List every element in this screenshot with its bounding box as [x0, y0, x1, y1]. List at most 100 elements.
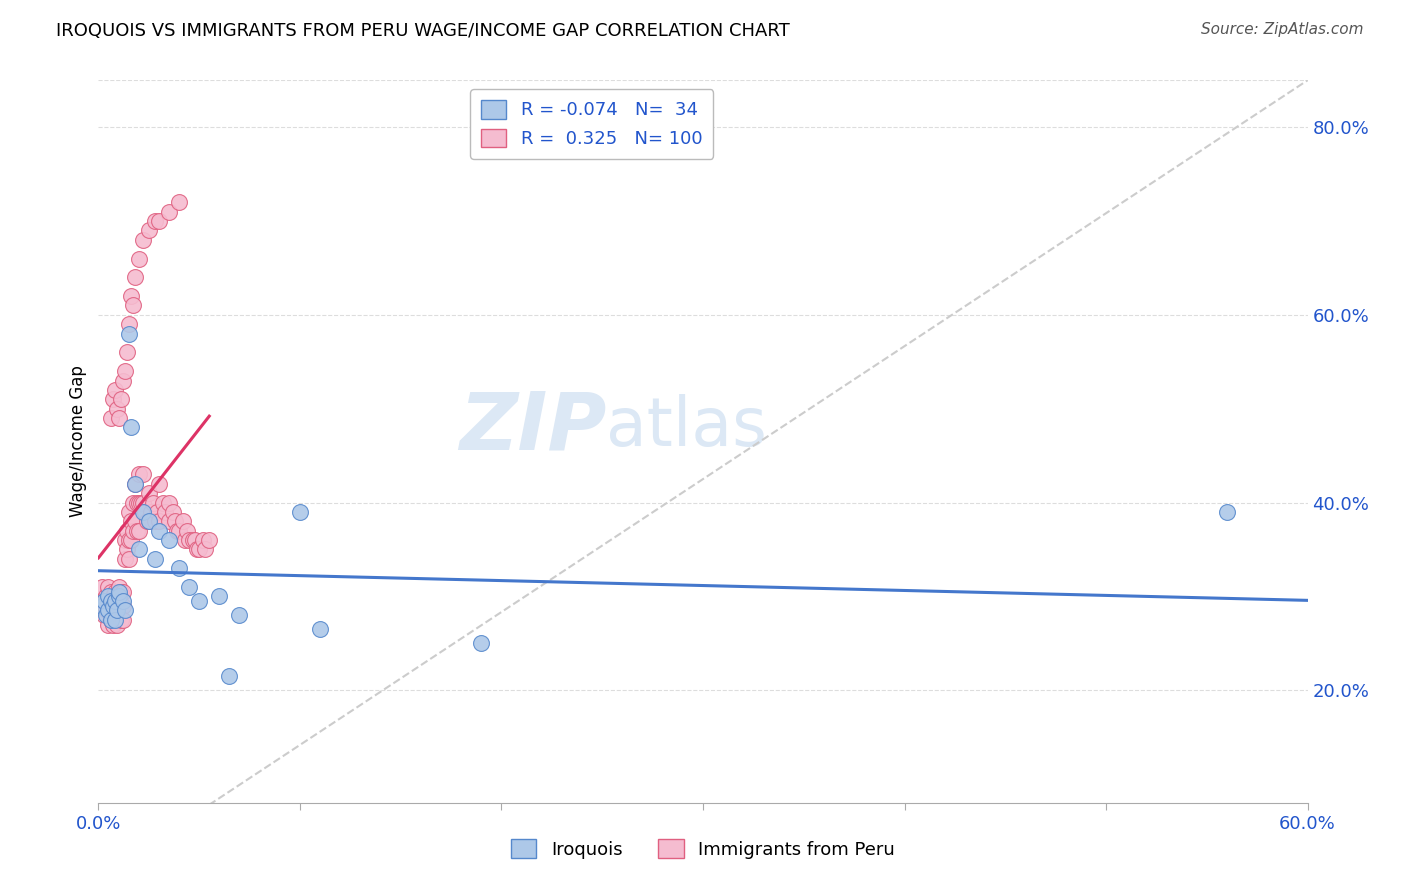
Point	[103, 383, 125, 397]
Point	[107, 411, 129, 425]
Point	[91, 599, 114, 613]
Point	[138, 514, 160, 528]
Point	[162, 505, 184, 519]
Point	[128, 467, 150, 482]
Point	[309, 622, 332, 636]
Point	[97, 590, 120, 604]
Point	[181, 533, 204, 547]
Point	[148, 514, 170, 528]
Point	[96, 608, 118, 623]
Point	[105, 617, 128, 632]
Point	[121, 495, 143, 509]
Legend: Iroquois, Immigrants from Peru: Iroquois, Immigrants from Peru	[503, 832, 903, 866]
Point	[105, 603, 128, 617]
Point	[121, 298, 143, 312]
Point	[96, 603, 118, 617]
Point	[188, 594, 211, 608]
Point	[111, 613, 134, 627]
Point	[167, 561, 190, 575]
Point	[100, 594, 122, 608]
Point	[124, 476, 146, 491]
Point	[101, 603, 124, 617]
Point	[93, 594, 115, 608]
Point	[100, 584, 122, 599]
Point	[105, 603, 128, 617]
Point	[100, 613, 122, 627]
Point	[188, 542, 211, 557]
Point	[124, 270, 146, 285]
Point	[120, 420, 142, 434]
Point	[103, 613, 125, 627]
Point	[143, 514, 166, 528]
Point	[148, 476, 170, 491]
Point	[132, 467, 155, 482]
Point	[103, 599, 125, 613]
Point	[124, 476, 146, 491]
Point	[146, 505, 169, 519]
Point	[193, 533, 215, 547]
Point	[114, 551, 136, 566]
Point	[115, 524, 138, 538]
Point	[167, 524, 190, 538]
Point	[97, 603, 120, 617]
Point	[186, 542, 208, 557]
Point	[142, 495, 165, 509]
Point	[1216, 505, 1239, 519]
Point	[470, 636, 492, 650]
Point	[100, 411, 122, 425]
Point	[111, 374, 134, 388]
Point	[153, 505, 176, 519]
Point	[110, 613, 132, 627]
Point	[157, 533, 180, 547]
Point	[172, 514, 194, 528]
Point	[107, 590, 129, 604]
Point	[120, 289, 142, 303]
Point	[118, 551, 141, 566]
Point	[101, 392, 124, 407]
Text: Source: ZipAtlas.com: Source: ZipAtlas.com	[1201, 22, 1364, 37]
Point	[110, 584, 132, 599]
Point	[135, 514, 157, 528]
Point	[128, 252, 150, 266]
Point	[138, 223, 160, 237]
Point	[97, 617, 120, 632]
Point	[148, 524, 170, 538]
Point	[176, 524, 198, 538]
Point	[115, 542, 138, 557]
Y-axis label: Wage/Income Gap: Wage/Income Gap	[69, 366, 87, 517]
Point	[179, 580, 201, 594]
Point	[129, 495, 152, 509]
Point	[167, 195, 190, 210]
Point	[96, 590, 118, 604]
Point	[93, 594, 115, 608]
Point	[179, 533, 201, 547]
Point	[103, 613, 125, 627]
Point	[114, 533, 136, 547]
Point	[115, 345, 138, 359]
Point	[97, 594, 120, 608]
Point	[132, 495, 155, 509]
Point	[120, 514, 142, 528]
Point	[103, 594, 125, 608]
Point	[111, 599, 134, 613]
Point	[163, 514, 186, 528]
Point	[110, 599, 132, 613]
Point	[138, 486, 160, 500]
Point	[132, 505, 155, 519]
Point	[100, 613, 122, 627]
Point	[128, 495, 150, 509]
Point	[288, 505, 311, 519]
Text: IROQUOIS VS IMMIGRANTS FROM PERU WAGE/INCOME GAP CORRELATION CHART: IROQUOIS VS IMMIGRANTS FROM PERU WAGE/IN…	[56, 22, 790, 40]
Point	[208, 590, 231, 604]
Point	[100, 599, 122, 613]
Point	[91, 580, 114, 594]
Point	[118, 318, 141, 332]
Point	[128, 524, 150, 538]
Point	[228, 608, 250, 623]
Point	[105, 401, 128, 416]
Point	[93, 608, 115, 623]
Text: ZIP: ZIP	[458, 388, 606, 467]
Point	[118, 533, 141, 547]
Point	[125, 495, 148, 509]
Point	[157, 495, 180, 509]
